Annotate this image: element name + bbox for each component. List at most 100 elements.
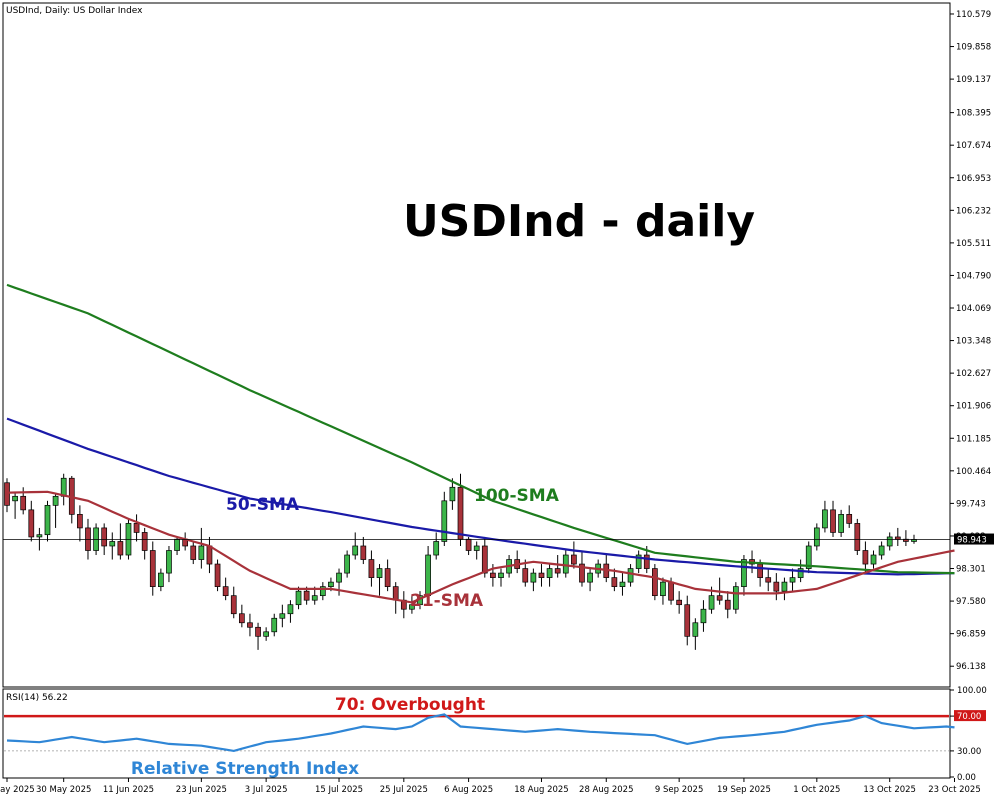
- y-tick-label: 109.137: [956, 75, 991, 85]
- overbought-label: 70: Overbought: [335, 695, 485, 715]
- candle: [903, 530, 909, 546]
- candle-body: [149, 550, 156, 587]
- candle: [822, 500, 828, 533]
- y-tick-label: 106.232: [956, 206, 991, 216]
- candle-body: [579, 563, 585, 583]
- candle: [360, 536, 367, 565]
- rsi-tick-label: 100.00: [957, 686, 987, 696]
- rsi-tick-label: 0.00: [957, 773, 976, 783]
- candle-body: [60, 477, 67, 497]
- x-tick-label: 1 Oct 2025: [793, 785, 840, 795]
- candle-body: [587, 572, 593, 583]
- candle: [198, 527, 205, 569]
- rsi-levels: 70.00: [4, 710, 986, 752]
- candle: [854, 518, 861, 556]
- candle-body: [708, 595, 715, 610]
- overbought-tag-label: 70.00: [957, 712, 981, 722]
- candle-body: [238, 613, 245, 624]
- candle-body: [490, 572, 496, 578]
- candle-body: [279, 613, 286, 619]
- rsi-caption: Relative Strength Index: [131, 759, 359, 779]
- candle: [732, 582, 739, 614]
- candle-body: [214, 563, 221, 587]
- candle: [676, 591, 683, 614]
- candle: [789, 568, 796, 592]
- candle: [813, 523, 820, 551]
- candle: [230, 586, 237, 619]
- y-tick-label: 99.743: [956, 499, 986, 509]
- y-tick-label: 100.464: [956, 467, 991, 477]
- candle: [449, 478, 456, 510]
- candle-body: [433, 541, 440, 556]
- x-tick-label: 25 Jul 2025: [380, 785, 428, 795]
- candle-body: [765, 577, 772, 583]
- candle: [4, 478, 10, 513]
- x-tick-label: 11 Jun 2025: [103, 785, 154, 795]
- candle-body: [724, 599, 731, 610]
- candle: [12, 491, 18, 519]
- candle: [611, 568, 618, 592]
- candle: [409, 595, 415, 614]
- candle: [214, 559, 221, 592]
- candle-body: [77, 514, 83, 529]
- price-panel-frame: [2, 2, 951, 688]
- candle-body: [676, 599, 683, 606]
- candle: [692, 618, 699, 650]
- candle-body: [797, 568, 804, 578]
- x-tick-label: 30 May 2025: [36, 785, 91, 795]
- price-y-axis: 110.579 109.858 109.137 108.395 107.674 106.9…: [950, 10, 991, 672]
- candle-body: [311, 595, 318, 601]
- candle: [263, 627, 269, 641]
- candle: [805, 541, 812, 574]
- candle-body: [392, 586, 399, 601]
- candle: [781, 577, 788, 601]
- candle: [870, 550, 877, 569]
- candle-body: [716, 595, 723, 601]
- candle: [117, 523, 124, 560]
- candle-body: [4, 482, 10, 506]
- candle: [287, 600, 294, 623]
- x-tick-label: 23 Oct 2025: [928, 785, 981, 795]
- candle: [498, 568, 504, 587]
- x-tick-label: 23 Jun 2025: [176, 785, 227, 795]
- candle-body: [522, 568, 529, 583]
- rsi-tick-label: 30.00: [957, 747, 981, 757]
- candle-body: [352, 545, 359, 556]
- candle-body: [409, 604, 415, 610]
- candle-body: [198, 545, 205, 560]
- candle: [352, 532, 359, 560]
- candle-body: [692, 622, 699, 637]
- candle: [660, 577, 666, 605]
- current-price-label: 98.943: [957, 536, 987, 546]
- candle-body: [441, 500, 448, 542]
- candle: [862, 541, 869, 574]
- y-tick-label: 101.185: [956, 434, 991, 444]
- candle-body: [757, 563, 763, 578]
- y-tick-label: 98.301: [956, 565, 986, 575]
- candle: [538, 564, 545, 587]
- rsi-panel-frame: [2, 688, 951, 779]
- rsi-header: RSI(14) 56.22: [6, 693, 68, 703]
- candle-body: [206, 545, 213, 565]
- candle-body: [158, 572, 164, 587]
- candle: [295, 586, 302, 610]
- candle-body: [117, 541, 124, 556]
- candle-body: [846, 514, 853, 524]
- candle-body: [222, 586, 229, 597]
- candle-body: [498, 572, 504, 578]
- candle-body: [133, 523, 140, 533]
- x-tick-label: 28 Aug 2025: [579, 785, 633, 795]
- candle: [109, 532, 116, 560]
- candle: [368, 550, 375, 587]
- x-tick-label: 19 Sep 2025: [717, 785, 771, 795]
- current-price-tag: [954, 533, 994, 545]
- candle: [830, 500, 836, 537]
- candle-body: [830, 509, 836, 533]
- candle-body: [562, 554, 569, 574]
- candle-body: [28, 509, 35, 538]
- candle-body: [247, 622, 253, 628]
- candle-body: [465, 538, 472, 551]
- candle: [319, 582, 326, 601]
